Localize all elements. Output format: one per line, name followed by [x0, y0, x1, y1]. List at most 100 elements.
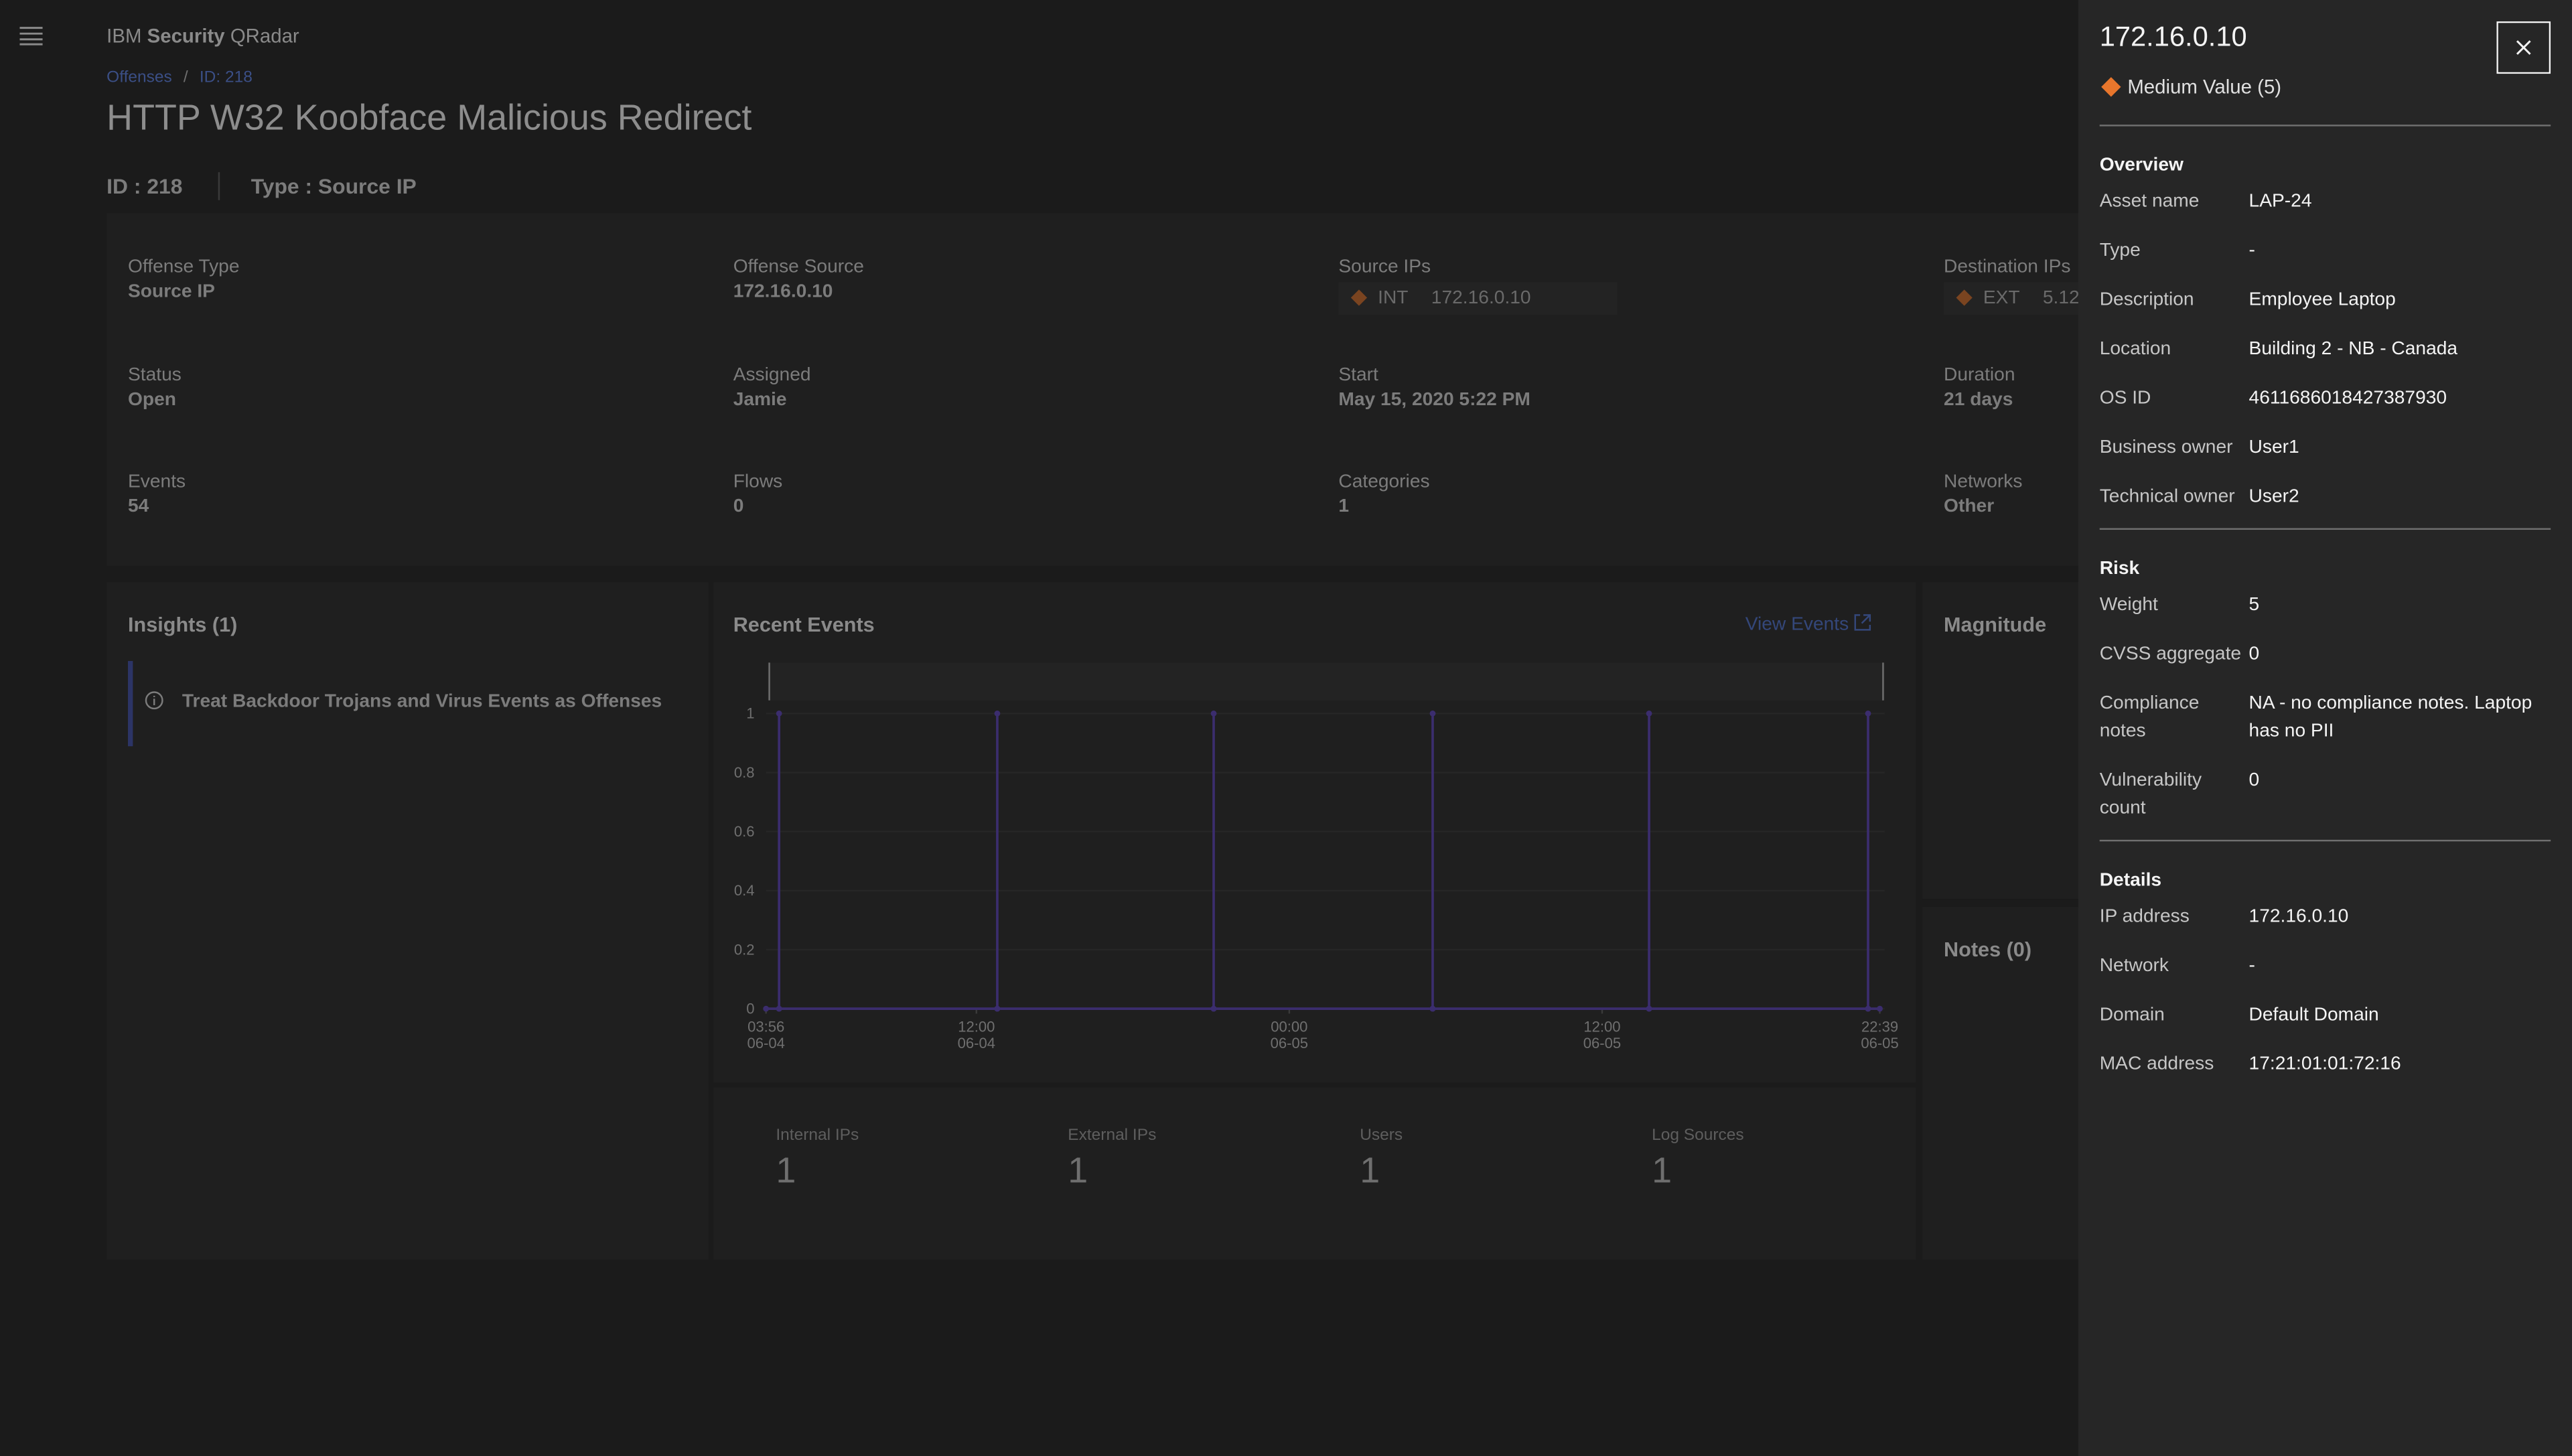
- card-title: Notes (0): [1944, 938, 2032, 962]
- detail-value: User2: [2248, 487, 2299, 507]
- info-icon: [145, 691, 163, 710]
- diamond: [1956, 289, 1973, 306]
- diamond: [1350, 289, 1368, 306]
- detail-value: 5: [2248, 595, 2260, 615]
- y-tick-label: 1: [746, 705, 754, 722]
- detail-value: -: [2248, 241, 2255, 261]
- detail-row: Asset name LAP-24: [2100, 189, 2551, 217]
- field-value: 172.16.0.10: [733, 282, 833, 302]
- brand-product-bold: Security: [147, 24, 225, 48]
- breadcrumb-link[interactable]: Offenses: [106, 68, 172, 87]
- y-tick-label: 0.2: [734, 941, 755, 958]
- event-point: [1429, 1005, 1436, 1012]
- section-heading: Overview: [2099, 155, 2184, 176]
- value-diamond: [2101, 77, 2121, 97]
- event-point: [994, 1005, 1001, 1012]
- range-brush: [768, 662, 1885, 701]
- detail-value: -: [2248, 956, 2255, 976]
- detail-label: MAC address: [2099, 1054, 2214, 1075]
- section-heading: Risk: [2099, 559, 2140, 579]
- event-point: [1210, 1005, 1217, 1012]
- ip-tag-type: EXT: [1983, 289, 2020, 309]
- event-point: [776, 1005, 782, 1012]
- view-events-link[interactable]: View Events: [1745, 613, 1872, 635]
- detail-row: Type -: [2100, 238, 2551, 266]
- field-label: Offense Source: [733, 257, 864, 277]
- card-title: Insights (1): [128, 613, 238, 637]
- detail-label: Compliance notes: [2099, 693, 2200, 741]
- detail-label: Technical owner: [2099, 487, 2235, 507]
- field-value: Source IP: [128, 282, 215, 302]
- stat-label: Internal IPs: [776, 1126, 859, 1145]
- stat-label: Users: [1360, 1126, 1403, 1145]
- field-value: 0: [733, 497, 744, 517]
- stats-card: Internal IPs 1 External IPs 1 Users 1 Log Sour…: [713, 1087, 1916, 1260]
- detail-row: Vulnerability count 0: [2100, 768, 2551, 823]
- panel-title: 172.16.0.10: [2099, 21, 2247, 53]
- offense-type: Type : Source IP: [251, 173, 417, 199]
- detail-value: 17:21:01:01:72:16: [2248, 1054, 2401, 1075]
- close-button[interactable]: [2496, 21, 2551, 74]
- field-label: Start: [1338, 364, 1378, 385]
- event-point: [1865, 1005, 1871, 1012]
- detail-label: Vulnerability count: [2099, 771, 2202, 819]
- field-value: 21 days: [1944, 389, 2013, 410]
- y-tick-label: 0.6: [734, 823, 755, 840]
- insights-card: Insights (1) Treat Backdoor Trojans and …: [106, 582, 709, 1260]
- detail-row: Location Building 2 - NB - Canada: [2100, 336, 2551, 364]
- breadcrumb: Offenses / ID: 218: [106, 68, 253, 87]
- event-point: [1646, 1005, 1652, 1012]
- event-point: [1646, 710, 1652, 717]
- x-tick-label: 22:39 06-05: [1861, 1018, 1899, 1051]
- detail-value: NA - no compliance notes. Laptop has no …: [2248, 693, 2532, 741]
- detail-row: Weight 5: [2100, 592, 2551, 620]
- detail-row: OS ID 4611686018427387930: [2100, 386, 2551, 414]
- x-tick-label: 00:00 06-05: [1270, 1018, 1309, 1051]
- field-label: Categories: [1338, 472, 1430, 492]
- detail-label: OS ID: [2099, 388, 2151, 409]
- detail-label: Description: [2099, 290, 2194, 310]
- divider: [2099, 125, 2551, 127]
- breadcrumb-link[interactable]: ID: 218: [199, 68, 253, 87]
- divider: [2099, 839, 2551, 842]
- event-point: [1877, 1005, 1883, 1012]
- stat-value: 1: [1068, 1149, 1088, 1191]
- brand-company: IBM: [106, 24, 142, 48]
- event-point: [1429, 710, 1436, 717]
- detail-value: User1: [2248, 437, 2299, 458]
- detail-value: Employee Laptop: [2248, 290, 2396, 310]
- detail-row: Technical owner User2: [2100, 484, 2551, 512]
- detail-label: CVSS aggregate: [2099, 644, 2242, 664]
- event-point: [1210, 710, 1217, 717]
- field-label: Source IPs: [1338, 257, 1431, 277]
- value-badge: Medium Value (5): [2127, 75, 2282, 98]
- field-value: 1: [1338, 497, 1350, 517]
- event-point: [994, 710, 1001, 717]
- summary-card: Offense Type Source IP Offense Source 172.1…: [106, 213, 2223, 566]
- detail-label: Business owner: [2099, 437, 2233, 458]
- x-tick-label: 03:56 06-04: [747, 1018, 785, 1051]
- page-title: HTTP W32 Koobface Malicious Redirect: [106, 96, 752, 138]
- menu-button[interactable]: [19, 26, 43, 46]
- stat-label: External IPs: [1068, 1126, 1157, 1145]
- detail-label: Location: [2099, 339, 2171, 360]
- field-value: Open: [128, 389, 176, 410]
- field-value: May 15, 2020 5:22 PM: [1338, 389, 1530, 410]
- ip-tag: INT 172.16.0.10: [1338, 282, 1618, 315]
- field-label: Destination IPs: [1944, 257, 2071, 277]
- detail-label: IP address: [2099, 907, 2190, 927]
- event-line: [766, 713, 1880, 1010]
- detail-row: Domain Default Domain: [2100, 1002, 2551, 1030]
- detail-value: 4611686018427387930: [2248, 388, 2447, 409]
- y-tick-label: 0.4: [734, 882, 755, 899]
- detail-value: 0: [2248, 771, 2260, 791]
- field-label: Networks: [1944, 472, 2023, 492]
- detail-row: Compliance notes NA - no compliance notes…: [2100, 690, 2551, 746]
- event-point: [1865, 710, 1871, 717]
- offense-id: ID : 218: [106, 173, 183, 199]
- insight-item[interactable]: Treat Backdoor Trojans and Virus Events …: [182, 692, 662, 712]
- detail-row: CVSS aggregate 0: [2100, 642, 2551, 670]
- detail-label: Domain: [2099, 1005, 2165, 1025]
